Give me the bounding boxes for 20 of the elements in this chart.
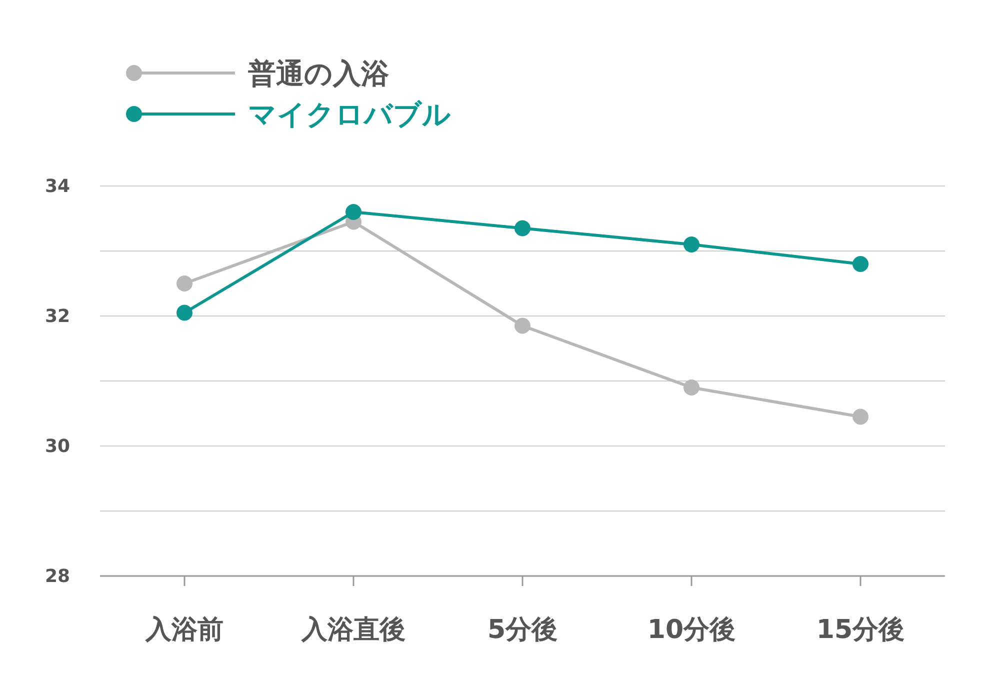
point bbox=[346, 204, 362, 220]
point bbox=[514, 220, 530, 236]
point bbox=[852, 256, 868, 272]
point bbox=[514, 318, 530, 334]
x-tick-label: 入浴直後 bbox=[300, 615, 406, 645]
x-tick-label: 5分後 bbox=[487, 615, 558, 645]
point bbox=[684, 236, 700, 252]
point bbox=[176, 276, 192, 292]
point bbox=[852, 408, 868, 425]
x-tick-label: 15分後 bbox=[816, 615, 905, 645]
y-tick-label: 32 bbox=[44, 306, 70, 327]
y-tick-label: 34 bbox=[44, 176, 70, 197]
point bbox=[176, 304, 192, 321]
legend-label: マイクロバブル bbox=[248, 98, 451, 131]
x-tick-label: 10分後 bbox=[647, 615, 736, 645]
y-tick-label: 30 bbox=[44, 436, 70, 457]
point bbox=[684, 380, 700, 396]
y-tick-label: 28 bbox=[44, 566, 70, 587]
x-tick-label: 入浴前 bbox=[144, 615, 224, 645]
legend-label: 普通の入浴 bbox=[247, 57, 389, 90]
